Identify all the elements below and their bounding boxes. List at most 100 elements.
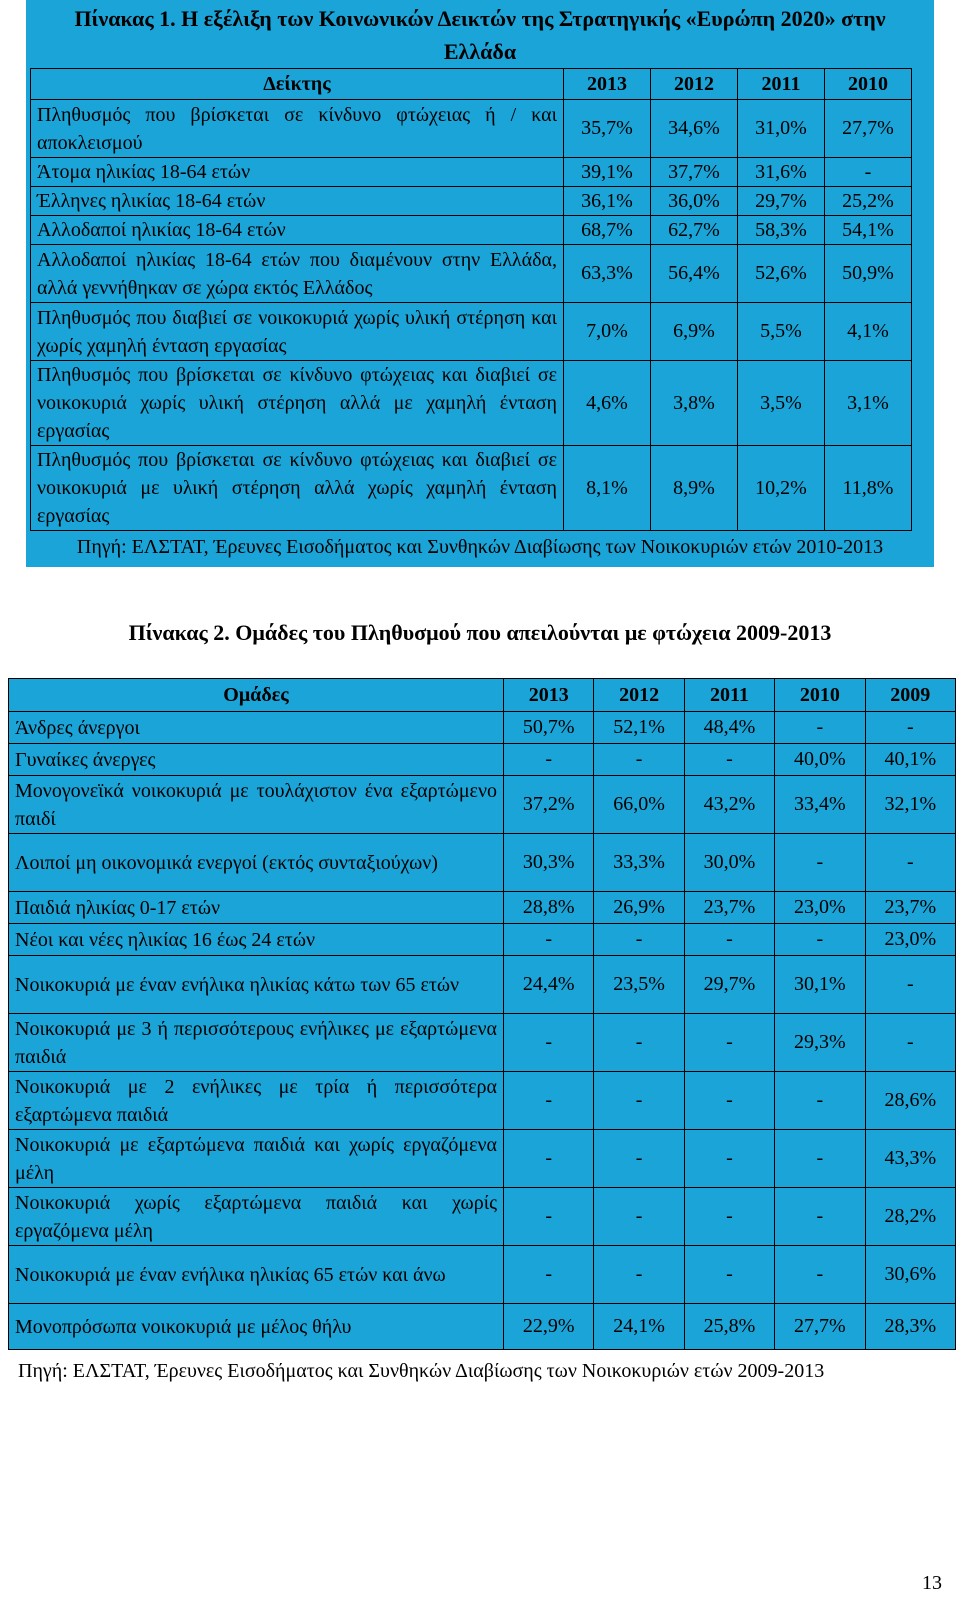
table1-cell-value: 4,6% <box>563 360 651 446</box>
table1-cell-value: 5,5% <box>737 302 825 361</box>
table1-header-2011: 2011 <box>737 68 825 100</box>
table1-cell-value: 35,7% <box>563 99 651 158</box>
table2-cell-value: 28,3% <box>864 1303 957 1350</box>
table2-cell-value: 32,1% <box>864 775 957 834</box>
table2-cell-value: - <box>774 1245 866 1304</box>
table2-cell-value: - <box>683 923 776 956</box>
table2-cell-value: - <box>502 1245 595 1304</box>
table1-row-label: Πληθυσμός που βρίσκεται σε κίνδυνο φτώχε… <box>30 445 564 531</box>
table1-header-2010: 2010 <box>824 68 912 100</box>
table1-cell-value: 27,7% <box>824 99 912 158</box>
table2-row: Νέοι και νέες ηλικίας 16 έως 24 ετών - - - -… <box>8 923 957 956</box>
table2-row: Λοιποί μη οικονομικά ενεργοί (εκτός συντ… <box>8 833 957 892</box>
table2-source-note: Πηγή: ΕΛΣΤΑΤ, Έρευνες Εισοδήματος και Συ… <box>18 1360 825 1382</box>
table2-cell-value: - <box>774 1071 866 1130</box>
table2-row: Άνδρες άνεργοι 50,7% 52,1% 48,4% - - <box>8 711 957 744</box>
table2-header-2011: 2011 <box>683 678 776 712</box>
table1-cell-value: 54,1% <box>824 215 912 245</box>
table1-row-label: Πληθυσμός που βρίσκεται σε κίνδυνο φτώχε… <box>30 99 564 158</box>
table2-cell-value: - <box>683 1129 776 1188</box>
table1-cell-value: 11,8% <box>824 445 912 531</box>
table1-row: Έλληνες ηλικίας 18-64 ετών 36,1% 36,0% 29,7… <box>30 186 912 216</box>
table1-cell-value: 36,1% <box>563 186 651 216</box>
table2-cell-value: - <box>593 1187 685 1246</box>
table2-cell-value: 23,5% <box>593 955 685 1014</box>
table2-cell-value: - <box>593 1129 685 1188</box>
table2-cell-value: - <box>502 1129 595 1188</box>
table2-header-groups: Ομάδες <box>8 678 504 712</box>
table2-cell-value: 33,4% <box>774 775 866 834</box>
table1-cell-value: 7,0% <box>563 302 651 361</box>
table1-cell-value: 31,0% <box>737 99 825 158</box>
table2-row: Γυναίκες άνεργες - - -40,0% 40,1% <box>8 743 957 776</box>
table2-cell-value: - <box>864 711 957 744</box>
table1-cell-value: - <box>824 157 912 187</box>
table1-header-row: Δείκτης 2013 2012 2011 2010 <box>30 68 912 100</box>
table2-row-label: Νοικοκυριά χωρίς εξαρτώμενα παιδιά και χ… <box>8 1187 504 1246</box>
table2-cell-value: - <box>683 1187 776 1246</box>
table2-cell-value: - <box>864 833 957 892</box>
table1-row-label: Άτομα ηλικίας 18-64 ετών <box>30 157 564 187</box>
table2-cell-value: - <box>502 743 595 776</box>
table1-row-label: Πληθυσμός που διαβιεί σε νοικοκυριά χωρί… <box>30 302 564 361</box>
table2-cell-value: - <box>864 955 957 1014</box>
table2: Ομάδες 2013 2012 2011 2010 2009 Άνδρες ά… <box>8 678 957 1350</box>
table2-cell-value: 52,1% <box>593 711 685 744</box>
table2-cell-value: 30,6% <box>864 1245 957 1304</box>
table2-cell-value: 40,0% <box>774 743 866 776</box>
table2-header-2009: 2009 <box>864 678 957 712</box>
table2-cell-value: 48,4% <box>683 711 776 744</box>
table1-cell-value: 3,8% <box>650 360 738 446</box>
table2-cell-value: 66,0% <box>593 775 685 834</box>
table1-row: Αλλοδαποί ηλικίας 18-64 ετών 68,7% 62,7% 58… <box>30 215 912 245</box>
table2-row: Νοικοκυριά με έναν ενήλικα ηλικίας κάτω … <box>8 955 957 1014</box>
table2-cell-value: 37,2% <box>502 775 595 834</box>
table2-cell-value: 43,2% <box>683 775 776 834</box>
table1-row: Πληθυσμός που βρίσκεται σε κίνδυνο φτώχε… <box>30 360 912 446</box>
table2-row-label: Νέοι και νέες ηλικίας 16 έως 24 ετών <box>8 923 504 956</box>
table2-cell-value: 28,6% <box>864 1071 957 1130</box>
table1-row-label: Αλλοδαποί ηλικίας 18-64 ετών <box>30 215 564 245</box>
table1-panel: Πίνακας 1. Η εξέλιξη των Κοινωνικών Δεικ… <box>26 0 934 567</box>
table2-cell-value: - <box>593 1245 685 1304</box>
table1-header-2012: 2012 <box>650 68 738 100</box>
table2-header-2013: 2013 <box>502 678 595 712</box>
table2-row-label: Παιδιά ηλικίας 0-17 ετών <box>8 891 504 924</box>
table2-row-label: Λοιποί μη οικονομικά ενεργοί (εκτός συντ… <box>8 833 504 892</box>
table2-row: Νοικοκυριά με 3 ή περισσότερους ενήλικες… <box>8 1013 957 1072</box>
table2-cell-value: 30,0% <box>683 833 776 892</box>
table2-cell-value: - <box>774 1129 866 1188</box>
table1-cell-value: 4,1% <box>824 302 912 361</box>
table2-cell-value: 27,7% <box>774 1303 866 1350</box>
table1-cell-value: 58,3% <box>737 215 825 245</box>
table2-row: Νοικοκυριά με 2 ενήλικες με τρία ή περισ… <box>8 1071 957 1130</box>
table2-cell-value: 33,3% <box>593 833 685 892</box>
table1-header-2013: 2013 <box>563 68 651 100</box>
table2-row: Μονοπρόσωπα νοικοκυριά με μέλος θήλυ 22,9… <box>8 1303 957 1350</box>
table2-cell-value: 30,3% <box>502 833 595 892</box>
table2-row: Παιδιά ηλικίας 0-17 ετών 28,8% 26,9% 23,7% 2… <box>8 891 957 924</box>
table2-row-label: Νοικοκυριά με 2 ενήλικες με τρία ή περισ… <box>8 1071 504 1130</box>
table2-cell-value: - <box>774 923 866 956</box>
table1-cell-value: 3,5% <box>737 360 825 446</box>
table2-row-label: Νοικοκυριά με έναν ενήλικα ηλικίας 65 ετ… <box>8 1245 504 1304</box>
table2-cell-value: 23,0% <box>774 891 866 924</box>
table2-row-label: Άνδρες άνεργοι <box>8 711 504 744</box>
table1-cell-value: 6,9% <box>650 302 738 361</box>
table1-row: Άτομα ηλικίας 18-64 ετών 39,1% 37,7% 31,6% - <box>30 157 912 187</box>
table2-cell-value: - <box>502 1071 595 1130</box>
table1-cell-value: 25,2% <box>824 186 912 216</box>
table2-row-label: Νοικοκυριά με έναν ενήλικα ηλικίας κάτω … <box>8 955 504 1014</box>
table1-row: Πληθυσμός που βρίσκεται σε κίνδυνο φτώχε… <box>30 445 912 531</box>
table1-cell-value: 10,2% <box>737 445 825 531</box>
table2-header-row: Ομάδες 2013 2012 2011 2010 2009 <box>8 678 957 712</box>
table2-cell-value: 40,1% <box>864 743 957 776</box>
table1-cell-value: 63,3% <box>563 244 651 303</box>
table2-cell-value: - <box>593 743 685 776</box>
table2-cell-value: 50,7% <box>502 711 595 744</box>
table2-cell-value: - <box>593 1013 685 1072</box>
table2-cell-value: 25,8% <box>683 1303 776 1350</box>
table2-cell-value: 28,2% <box>864 1187 957 1246</box>
table2-row: Νοικοκυριά με εξαρτώμενα παιδιά και χωρί… <box>8 1129 957 1188</box>
table2-cell-value: - <box>502 1187 595 1246</box>
